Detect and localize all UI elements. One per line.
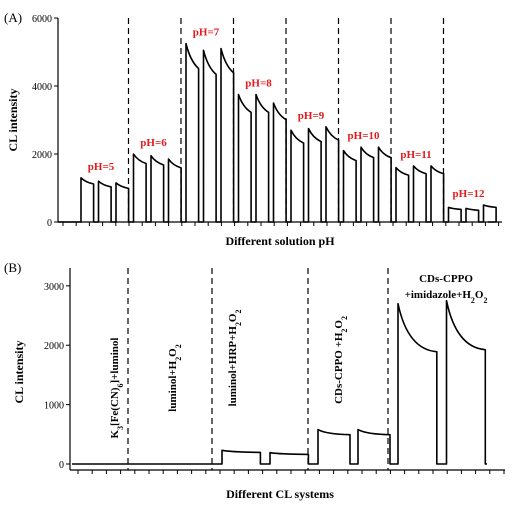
y-tick-label: 3000 [44, 282, 64, 293]
ph-label: pH=10 [348, 130, 380, 142]
panel-a-group-labels: pH=5 pH=6 pH=7 pH=8 pH=9 pH=10 pH=11 pH=12 [88, 27, 485, 201]
y-tick-label: 6000 [32, 14, 52, 25]
panel-a-label: (A) [4, 10, 22, 25]
panel-b-x-title: Different CL systems [226, 487, 334, 501]
panel-b-y-title: CL intensity [12, 340, 26, 403]
panel-a-x-title: Different solution pH [225, 234, 335, 248]
panel-b-x-ticks [77, 470, 505, 474]
panel-a-trace [58, 42, 497, 223]
ph-label: pH=11 [400, 149, 431, 161]
y-tick-label: 2000 [44, 341, 64, 352]
panel-a-y-ticks: 0 2000 4000 6000 [32, 14, 58, 229]
ph-label: pH=5 [88, 161, 115, 173]
panel-a: (A) CL intensity Different solution pH 0… [4, 10, 502, 248]
panel-b-group-labels: K3[Fe(CN)6]+luminol luminol+H2O2 luminol+H… [109, 273, 487, 438]
system-label: luminol+HRP+H2O2 [227, 310, 243, 407]
ph-label: pH=9 [298, 110, 325, 122]
y-tick-label: 0 [47, 218, 52, 229]
system-label: +imidazole+H2O2 [405, 289, 488, 305]
system-label: K3[Fe(CN)6]+luminol [109, 338, 125, 439]
ph-label: pH=8 [245, 78, 272, 90]
ph-label: pH=7 [193, 27, 220, 39]
system-label: luminol+H2O2 [167, 344, 183, 411]
system-label: CDs-CPPO +H2O2 [333, 316, 349, 404]
y-tick-label: 0 [59, 460, 64, 471]
y-tick-label: 1000 [44, 401, 64, 412]
panel-b-trace [72, 299, 487, 465]
ph-label: pH=6 [140, 137, 167, 149]
panel-a-y-title: CL intensity [6, 88, 20, 151]
system-label: CDs-CPPO [419, 273, 473, 285]
panel-b-dividers [127, 268, 389, 470]
panel-b-y-ticks: 0 1000 2000 3000 [44, 282, 70, 471]
y-tick-label: 2000 [32, 150, 52, 161]
panel-b-label: (B) [4, 260, 21, 275]
y-tick-label: 4000 [32, 82, 52, 93]
ph-label: pH=12 [453, 188, 485, 200]
panel-b: (B) CL intensity Different CL systems 0 1… [4, 260, 505, 501]
